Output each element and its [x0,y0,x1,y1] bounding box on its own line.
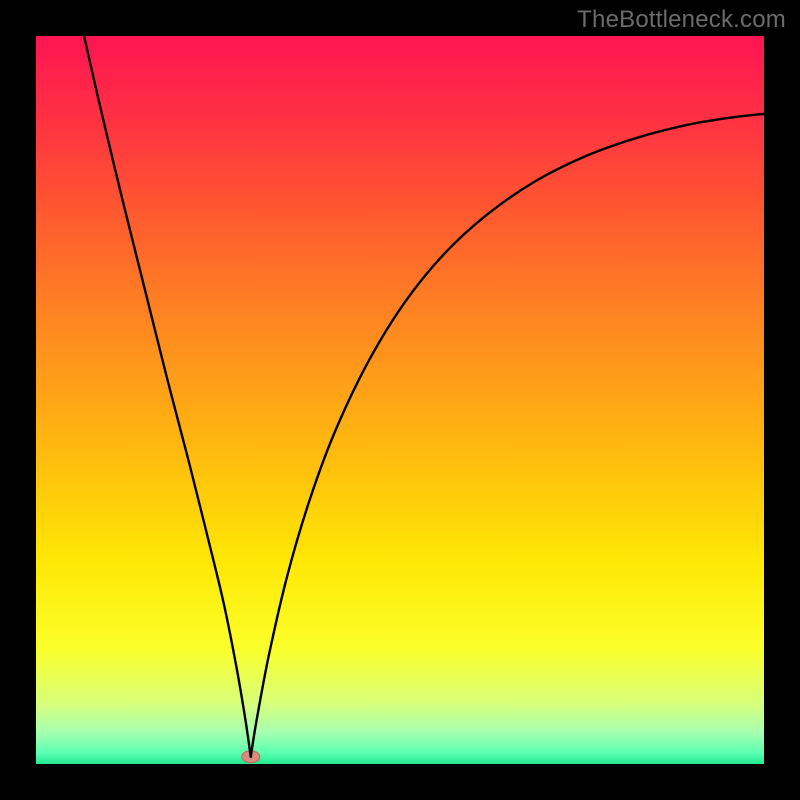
watermark-text: TheBottleneck.com [577,6,786,34]
curve-right-leg [251,114,764,757]
bottleneck-curve [36,36,764,764]
curve-left-leg [84,36,251,757]
chart-frame [36,36,764,764]
